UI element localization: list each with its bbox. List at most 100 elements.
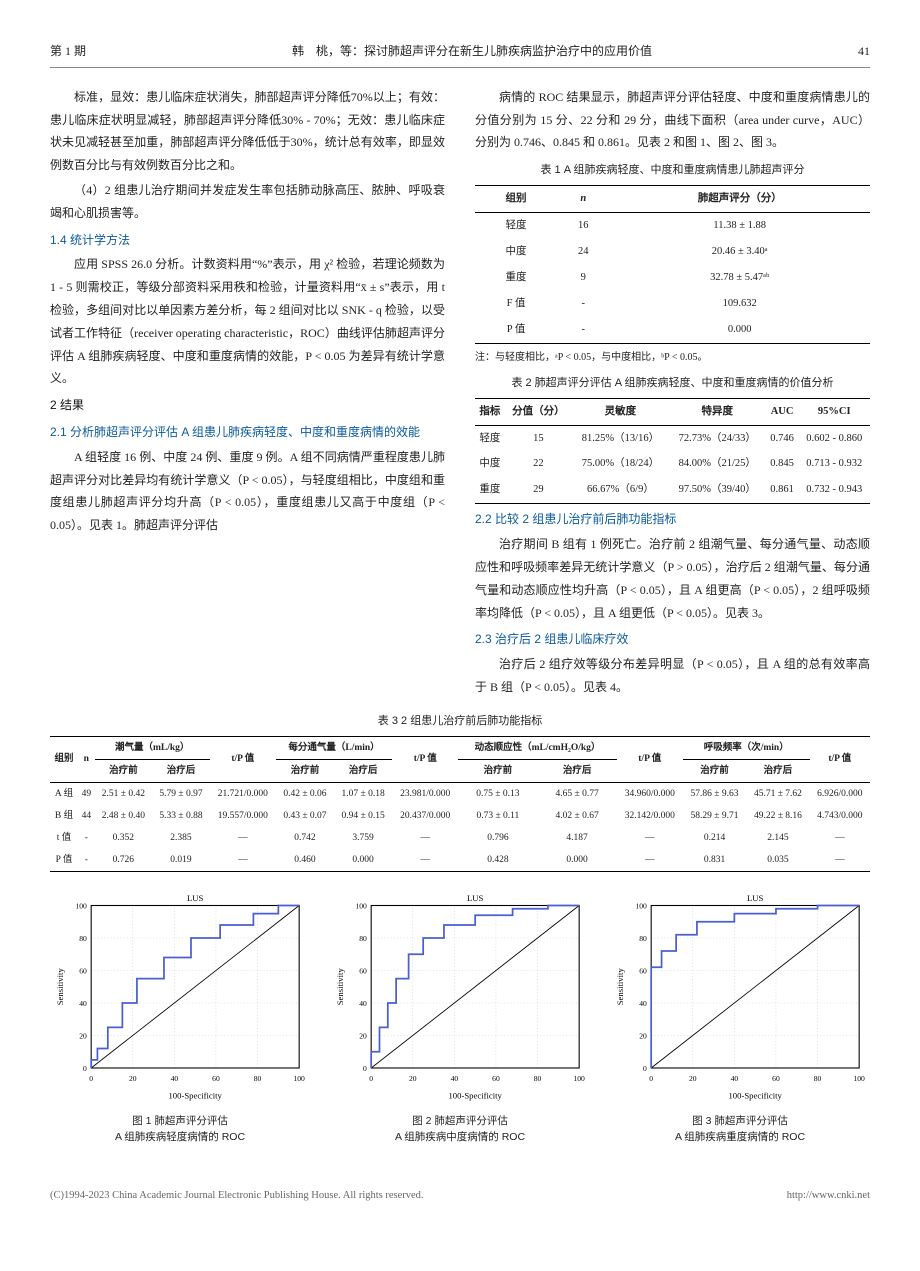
td: 4.02 ± 0.67 — [537, 805, 616, 827]
td: 34.960/0.000 — [617, 782, 683, 805]
td: 0.94 ± 0.15 — [334, 805, 392, 827]
svg-text:Sensitivity: Sensitivity — [55, 967, 65, 1005]
td: 24 — [557, 239, 609, 265]
th: t/P 值 — [392, 736, 458, 782]
td: 0.000 — [334, 849, 392, 872]
td: 72.73%（24/33） — [669, 425, 766, 451]
th: 组别 — [50, 736, 78, 782]
td: 轻度 — [475, 213, 557, 239]
svg-text:0: 0 — [83, 1064, 87, 1073]
th: 动态顺应性（mL/cmH₂O/kg） — [458, 736, 616, 759]
table2-title: 表 2 肺超声评分评估 A 组肺疾病轻度、中度和重度病情的价值分析 — [475, 373, 870, 394]
table3-wrap: 表 3 2 组患儿治疗前后肺功能指标 组别n潮气量（mL/kg）t/P 值每分通… — [50, 711, 870, 872]
svg-text:80: 80 — [254, 1074, 262, 1083]
svg-text:80: 80 — [814, 1074, 822, 1083]
td: 0.713 - 0.932 — [799, 451, 870, 477]
footer: (C)1994-2023 China Academic Journal Elec… — [50, 1186, 870, 1206]
td: 32.142/0.000 — [617, 805, 683, 827]
svg-text:20: 20 — [409, 1074, 417, 1083]
roc-svg: 002020404060608080100100100-SpecificityS… — [330, 886, 590, 1103]
td: 0.000 — [609, 317, 870, 343]
td: 49 — [78, 782, 94, 805]
td: 44 — [78, 805, 94, 827]
svg-text:Sensitivity: Sensitivity — [335, 967, 345, 1005]
fig1: 002020404060608080100100100-SpecificityS… — [50, 886, 310, 1146]
footer-right: http://www.cnki.net — [787, 1186, 870, 1206]
td: — — [210, 827, 276, 849]
td: 2.48 ± 0.40 — [95, 805, 153, 827]
td: t 值 — [50, 827, 78, 849]
td: 66.67%（6/9） — [572, 477, 669, 503]
issue: 第 1 期 — [50, 40, 86, 63]
svg-text:100: 100 — [293, 1074, 305, 1083]
th: 灵敏度 — [572, 398, 669, 425]
td: 0.831 — [683, 849, 746, 872]
td: 6.926/0.000 — [810, 782, 870, 805]
para: 治疗期间 B 组有 1 例死亡。治疗前 2 组潮气量、每分通气量、动态顺应性和呼… — [475, 533, 870, 624]
svg-text:100-Specificity: 100-Specificity — [448, 1090, 502, 1100]
svg-text:60: 60 — [212, 1074, 220, 1083]
fig3-title: 图 3 肺超声评分评估 — [692, 1115, 788, 1127]
td: 0.214 — [683, 827, 746, 849]
td: 11.38 ± 1.88 — [609, 213, 870, 239]
td: 重度 — [475, 265, 557, 291]
td: 4.65 ± 0.77 — [537, 782, 616, 805]
svg-text:100-Specificity: 100-Specificity — [728, 1090, 782, 1100]
td: — — [617, 849, 683, 872]
td: 0.726 — [95, 849, 153, 872]
td: 4.187 — [537, 827, 616, 849]
roc-svg: 002020404060608080100100100-SpecificityS… — [610, 886, 870, 1103]
td: 58.29 ± 9.71 — [683, 805, 746, 827]
th: 肺超声评分（分） — [609, 186, 870, 213]
fig3: 002020404060608080100100100-SpecificityS… — [610, 886, 870, 1146]
td: 23.981/0.000 — [392, 782, 458, 805]
td: 3.759 — [334, 827, 392, 849]
th: 组别 — [475, 186, 557, 213]
heading-2-2: 2.2 比较 2 组患儿治疗前后肺功能指标 — [475, 508, 870, 531]
td: 109.632 — [609, 291, 870, 317]
td: 32.78 ± 5.47ᵃᵇ — [609, 265, 870, 291]
td: 49.22 ± 8.16 — [746, 805, 809, 827]
td: 19.557/0.000 — [210, 805, 276, 827]
th: 呼吸频率（次/min） — [683, 736, 810, 759]
svg-text:60: 60 — [492, 1074, 500, 1083]
td: 21.721/0.000 — [210, 782, 276, 805]
svg-text:0: 0 — [649, 1074, 653, 1083]
para: 病情的 ROC 结果显示，肺超声评分评估轻度、中度和重度病情患儿的分值分别为 1… — [475, 86, 870, 154]
th: n — [78, 736, 94, 782]
svg-text:0: 0 — [643, 1064, 647, 1073]
td: — — [810, 827, 870, 849]
svg-text:100: 100 — [635, 902, 647, 911]
td: 5.79 ± 0.97 — [152, 782, 210, 805]
fig2-sub: A 组肺疾病中度病情的 ROC — [395, 1131, 525, 1143]
th: 潮气量（mL/kg） — [95, 736, 210, 759]
svg-text:100: 100 — [573, 1074, 585, 1083]
svg-text:20: 20 — [79, 1032, 87, 1041]
table1: 组别 n 肺超声评分（分） 轻度1611.38 ± 1.88中度2420.46 … — [475, 185, 870, 344]
svg-text:100: 100 — [355, 902, 367, 911]
two-columns: 标准，显效：患儿临床症状消失，肺部超声评分降低70%以上；有效：患儿临床症状明显… — [50, 86, 870, 701]
th: t/P 值 — [617, 736, 683, 782]
td: - — [78, 827, 94, 849]
td: 4.743/0.000 — [810, 805, 870, 827]
para: 治疗后 2 组疗效等级分布差异明显（P < 0.05），且 A 组的总有效率高于… — [475, 653, 870, 699]
para: 标准，显效：患儿临床症状消失，肺部超声评分降低70%以上；有效：患儿临床症状明显… — [50, 86, 445, 177]
svg-text:40: 40 — [639, 999, 647, 1008]
th: 分值（分） — [505, 398, 572, 425]
td: 16 — [557, 213, 609, 239]
th: 95%CI — [799, 398, 870, 425]
svg-text:LUS: LUS — [187, 893, 204, 903]
svg-text:80: 80 — [359, 934, 367, 943]
td: 15 — [505, 425, 572, 451]
td: F 值 — [475, 291, 557, 317]
svg-text:100-Specificity: 100-Specificity — [168, 1090, 222, 1100]
para: 应用 SPSS 26.0 分析。计数资料用“%”表示，用 χ² 检验，若理论频数… — [50, 253, 445, 390]
td: 9 — [557, 265, 609, 291]
td: 0.000 — [537, 849, 616, 872]
td: 81.25%（13/16） — [572, 425, 669, 451]
table1-title: 表 1 A 组肺疾病轻度、中度和重度病情患儿肺超声评分 — [475, 160, 870, 181]
svg-text:40: 40 — [79, 999, 87, 1008]
fig2-title: 图 2 肺超声评分评估 — [412, 1115, 508, 1127]
td: 2.385 — [152, 827, 210, 849]
td: 0.602 - 0.860 — [799, 425, 870, 451]
